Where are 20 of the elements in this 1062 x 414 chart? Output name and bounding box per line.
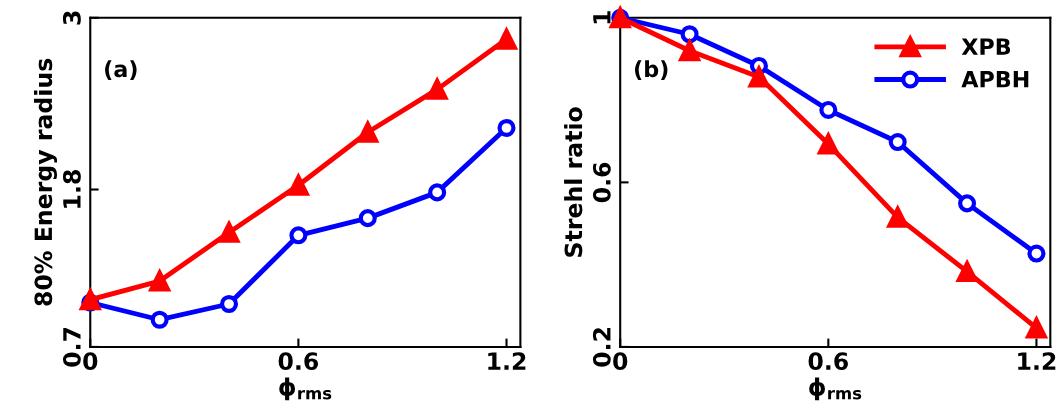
x-axis-title: ϕ$_{rms}$ (809, 377, 862, 401)
y-tick-label: 1 (593, 11, 611, 24)
x-tick-label: 1.2 (488, 352, 526, 370)
legend-label: APBH (961, 71, 1029, 88)
y-tick-label: 3 (62, 11, 81, 25)
legend-label: XPB (961, 38, 1011, 55)
y-tick-label: 0.7 (62, 327, 81, 367)
x-tick-label: 1.2 (1018, 352, 1056, 370)
annotation: (a) (105, 60, 137, 80)
x-tick-label: 0 (613, 352, 628, 371)
x-tick-label: 0.6 (278, 352, 319, 371)
x-tick-label: 0 (83, 352, 98, 371)
y-tick-label: 1.8 (62, 170, 81, 208)
y-axis-title: Strehl ratio (564, 107, 583, 257)
y-axis-title: 80% Energy radius (33, 58, 57, 306)
annotation: (b) (635, 60, 668, 80)
x-tick-label: 0.6 (808, 352, 848, 371)
y-tick-label: 0.6 (592, 162, 611, 203)
x-axis-title: ϕ$_{rms}$ (279, 377, 332, 401)
y-tick-label: 0.2 (592, 328, 611, 367)
